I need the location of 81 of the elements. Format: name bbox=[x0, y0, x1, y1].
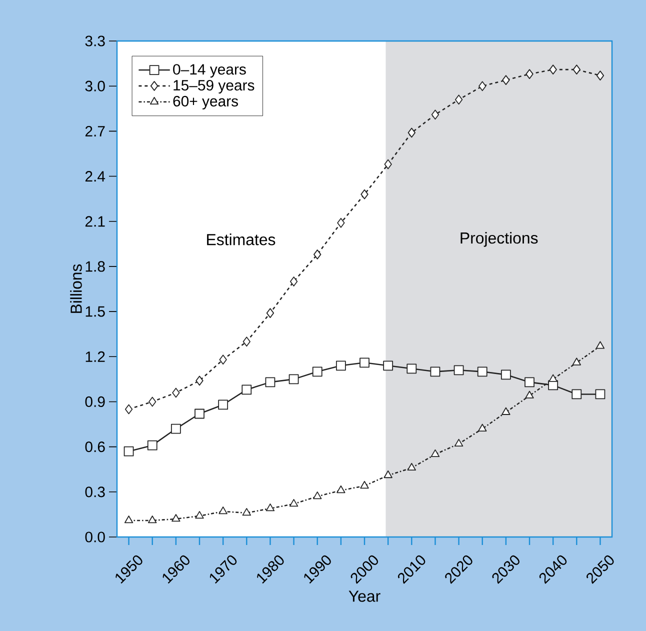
point bbox=[288, 374, 299, 384]
point bbox=[172, 514, 180, 522]
point bbox=[196, 376, 204, 386]
point bbox=[525, 390, 534, 398]
point bbox=[502, 75, 510, 86]
point bbox=[526, 69, 534, 80]
point bbox=[478, 81, 486, 92]
point bbox=[148, 396, 156, 407]
point bbox=[336, 485, 346, 494]
point bbox=[242, 336, 250, 347]
point bbox=[431, 110, 440, 120]
point bbox=[195, 511, 204, 519]
point bbox=[218, 400, 228, 410]
y-tick-label: 2.7 bbox=[85, 126, 105, 136]
point bbox=[265, 377, 276, 388]
point bbox=[572, 64, 580, 75]
point bbox=[360, 480, 369, 489]
point bbox=[454, 94, 463, 105]
point bbox=[219, 354, 227, 365]
legend-label: 15–59 years bbox=[174, 80, 254, 94]
point bbox=[147, 440, 158, 450]
legend-label: 60+ years bbox=[173, 96, 238, 110]
point bbox=[266, 308, 274, 318]
point bbox=[242, 384, 252, 395]
y-tick-label: 2.1 bbox=[85, 216, 105, 227]
point bbox=[549, 64, 557, 75]
y-axis-title: Billions bbox=[70, 264, 82, 313]
y-tick-label: 1.5 bbox=[86, 306, 105, 317]
point bbox=[336, 360, 346, 371]
point bbox=[454, 438, 464, 447]
point bbox=[360, 189, 368, 200]
point bbox=[383, 360, 394, 371]
point bbox=[406, 364, 417, 374]
y-tick-label: 1.8 bbox=[86, 261, 105, 272]
band-label: Projections bbox=[460, 232, 538, 247]
x-axis-title: Year bbox=[348, 590, 380, 602]
y-tick-label: 0.6 bbox=[85, 442, 105, 452]
point bbox=[596, 341, 605, 349]
point bbox=[454, 365, 464, 376]
y-tick-label: 3.3 bbox=[85, 36, 105, 46]
point bbox=[314, 249, 322, 260]
y-tick-label: 2.4 bbox=[85, 171, 106, 182]
point bbox=[360, 358, 370, 368]
point bbox=[194, 408, 204, 419]
annotation: Estimates bbox=[207, 234, 276, 246]
point bbox=[289, 498, 298, 507]
point bbox=[312, 366, 322, 377]
point bbox=[124, 446, 134, 456]
point bbox=[595, 389, 606, 400]
point bbox=[242, 508, 251, 516]
point bbox=[384, 159, 392, 170]
point bbox=[548, 374, 558, 382]
point bbox=[172, 388, 180, 398]
point bbox=[524, 377, 534, 388]
legend-label: 0–14 years bbox=[173, 64, 246, 78]
point bbox=[148, 516, 157, 524]
point bbox=[170, 424, 181, 434]
point bbox=[478, 424, 487, 432]
y-tick-label: 1.2 bbox=[86, 351, 105, 362]
point bbox=[500, 370, 511, 380]
point bbox=[124, 516, 134, 524]
point bbox=[502, 407, 510, 415]
point bbox=[430, 449, 440, 458]
point bbox=[313, 491, 322, 500]
point bbox=[407, 462, 416, 471]
point bbox=[572, 358, 581, 366]
y-tick-label: 0.3 bbox=[85, 486, 105, 498]
point bbox=[124, 404, 133, 414]
point bbox=[408, 128, 416, 138]
point bbox=[596, 70, 604, 81]
y-tick-label: 3.0 bbox=[85, 80, 105, 92]
point bbox=[477, 366, 488, 377]
point bbox=[218, 506, 228, 514]
y-tick-label: 0.9 bbox=[85, 396, 105, 408]
point bbox=[572, 389, 582, 400]
point bbox=[266, 503, 275, 512]
point bbox=[337, 218, 345, 228]
point bbox=[430, 366, 440, 377]
point bbox=[290, 276, 298, 286]
point bbox=[384, 470, 392, 478]
y-tick-label: 0.0 bbox=[85, 532, 105, 542]
